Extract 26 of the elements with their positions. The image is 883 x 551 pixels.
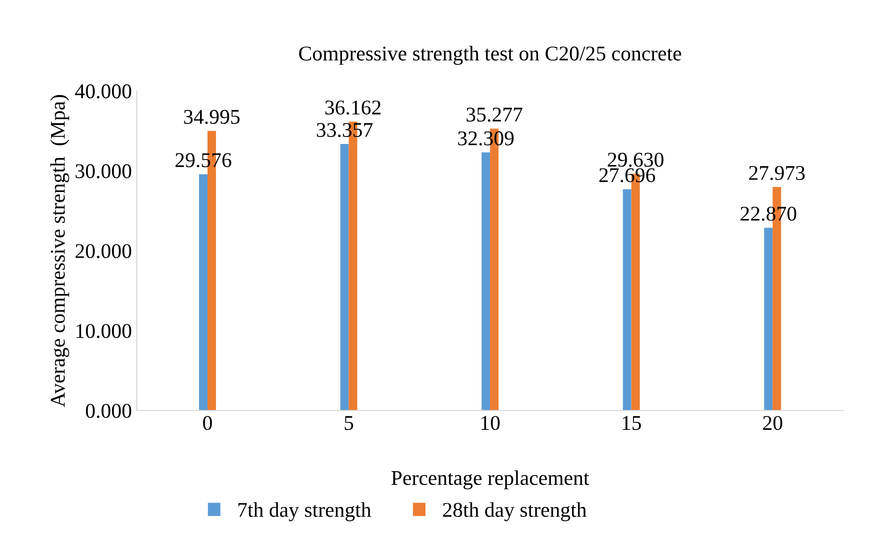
legend-label: 28th day strength: [443, 502, 587, 522]
bar: [482, 152, 490, 410]
data-label: 29.630: [608, 152, 664, 167]
chart-title: Compressive strength test on C20/25 concrete: [299, 46, 682, 65]
data-label: 35.277: [466, 108, 522, 122]
x-tick-label: 20: [763, 416, 782, 430]
y-tick-label: 0.000: [86, 404, 132, 418]
bar: [764, 228, 773, 410]
y-axis-title: Average compressive strength (Mpa): [50, 95, 70, 408]
x-tick-label: 10: [481, 416, 500, 430]
x-tick-label: 15: [622, 416, 641, 430]
x-axis-title: Percentage replacement: [391, 470, 590, 490]
data-label: 36.162: [325, 100, 381, 115]
x-tick-label: 5: [344, 416, 354, 430]
y-tick-label: 40.000: [75, 84, 132, 98]
data-label: 27.973: [749, 166, 805, 180]
y-tick-label: 30.000: [76, 164, 132, 178]
data-label: 34.995: [184, 110, 240, 124]
x-tick-label: 0: [203, 416, 212, 430]
bar: [622, 189, 632, 410]
y-tick-label: 20.000: [76, 244, 132, 258]
bar: [199, 174, 208, 410]
data-label: 27.696: [599, 168, 656, 182]
bar: [340, 144, 349, 410]
legend-label: 7th day strength: [238, 502, 372, 522]
y-tick-label: 10.000: [76, 324, 132, 338]
